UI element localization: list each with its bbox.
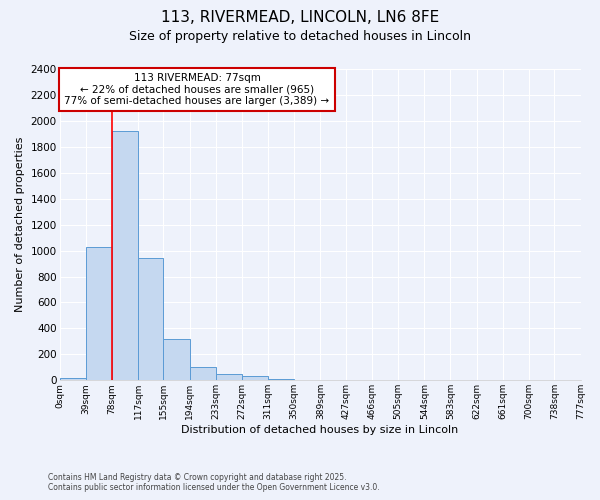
Bar <box>138 258 163 380</box>
Y-axis label: Number of detached properties: Number of detached properties <box>15 137 25 312</box>
Bar <box>86 246 112 380</box>
Bar <box>163 339 190 380</box>
Bar <box>242 376 268 380</box>
Bar <box>216 374 242 380</box>
Bar <box>59 378 86 380</box>
Text: Size of property relative to detached houses in Lincoln: Size of property relative to detached ho… <box>129 30 471 43</box>
Bar <box>190 366 216 380</box>
Bar <box>268 379 294 380</box>
Text: Contains HM Land Registry data © Crown copyright and database right 2025.
Contai: Contains HM Land Registry data © Crown c… <box>48 473 380 492</box>
Bar <box>112 132 138 380</box>
X-axis label: Distribution of detached houses by size in Lincoln: Distribution of detached houses by size … <box>181 425 458 435</box>
Text: 113, RIVERMEAD, LINCOLN, LN6 8FE: 113, RIVERMEAD, LINCOLN, LN6 8FE <box>161 10 439 25</box>
Text: 113 RIVERMEAD: 77sqm
← 22% of detached houses are smaller (965)
77% of semi-deta: 113 RIVERMEAD: 77sqm ← 22% of detached h… <box>64 73 329 106</box>
